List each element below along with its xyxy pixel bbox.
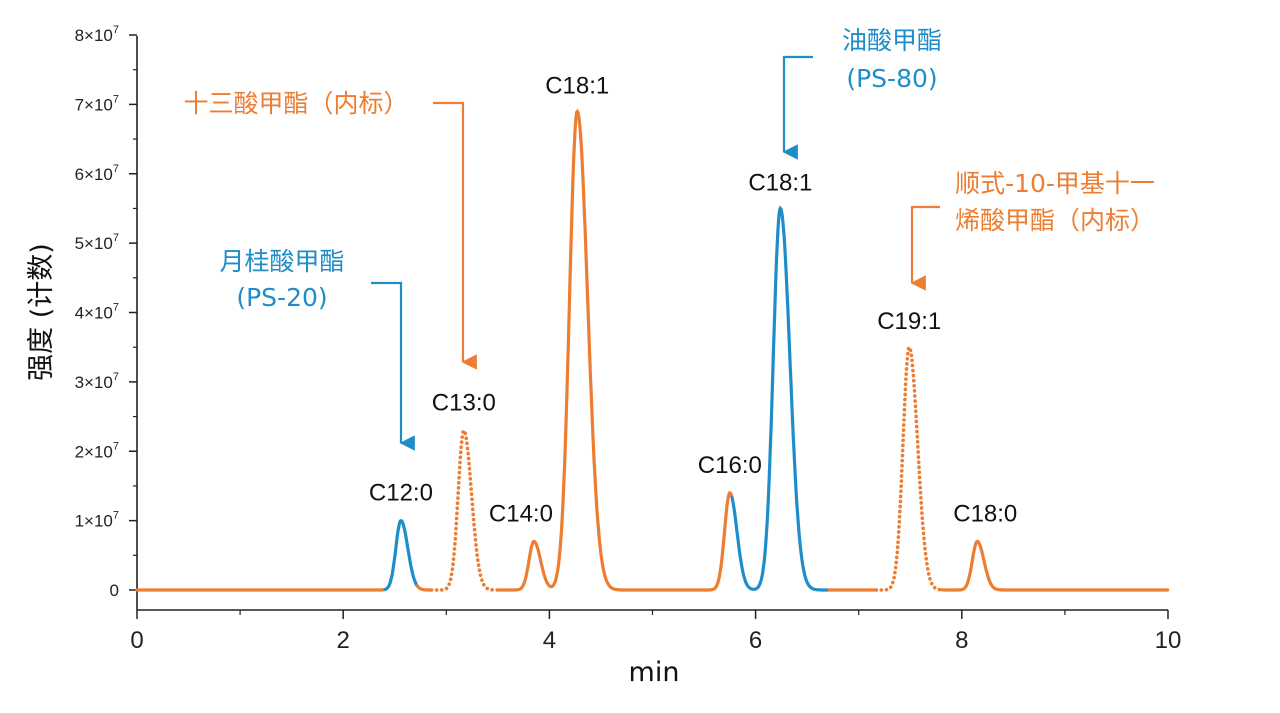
- x-ticks: 0 2 4 6 8 10: [130, 610, 1181, 654]
- annotation-line: (PS-80): [846, 64, 937, 93]
- annotation-line: 油酸甲酯: [842, 26, 942, 55]
- orange-trace-segment: [940, 539, 1170, 592]
- svg-text:油酸甲酯: 油酸甲酯: [842, 26, 942, 55]
- annotation-line: 烯酸甲酯（内标）: [955, 206, 1155, 235]
- peak-label: C13:0: [432, 389, 496, 416]
- orange-trace-segment: [415, 584, 434, 592]
- y-axis: 0 1×107 2×107 3×107 4×107 5×107 6×107 7×107 8×10…: [75, 24, 138, 610]
- orange-trace-segment: [874, 345, 945, 592]
- annotation-arrow: [433, 101, 477, 370]
- peak-label: C12:0: [369, 480, 433, 507]
- y-tick-label: 5×107: [75, 232, 119, 253]
- annotation-arrow: [782, 55, 813, 160]
- y-tick-label: 8×107: [75, 24, 119, 45]
- svg-text:十三酸甲酯（内标）: 十三酸甲酯（内标）: [183, 89, 408, 118]
- annotation-line: 十三酸甲酯（内标）: [183, 89, 408, 118]
- y-tick-label: 7×107: [75, 93, 119, 114]
- svg-text:月桂酸甲酯: 月桂酸甲酯: [219, 247, 344, 276]
- peak-label: C18:1: [748, 169, 812, 196]
- annotation-arrow: [371, 281, 415, 451]
- x-tick-label: 2: [337, 627, 350, 654]
- x-tick-label: 6: [749, 627, 762, 654]
- svg-text:(PS-80): (PS-80): [846, 64, 937, 93]
- peak-labels: C12:0 C13:0 C14:0 C18:1 C16:0 C18:1 C19:1 C18:0: [369, 72, 1017, 527]
- y-axis-title: 强度 (计数): [26, 243, 57, 381]
- annotation-line: 顺式-10-甲基十一: [955, 169, 1155, 198]
- y-tick-label: 1×107: [75, 510, 119, 531]
- svg-text:顺式-10-甲基十一: 顺式-10-甲基十一: [955, 169, 1155, 198]
- blue-trace-segment: [383, 518, 419, 592]
- annotation-ps20: 月桂酸甲酯 (PS-20): [219, 247, 415, 451]
- y-tick-label: 4×107: [75, 302, 119, 323]
- svg-text:(PS-20): (PS-20): [236, 283, 327, 312]
- chromatogram-trace: [135, 108, 1170, 592]
- peak-label: C16:0: [698, 452, 762, 479]
- peak-label: C18:0: [953, 500, 1017, 527]
- y-tick-label: 3×107: [75, 371, 119, 392]
- x-axis: 0 2 4 6 8 10: [130, 609, 1181, 654]
- svg-text:烯酸甲酯（内标）: 烯酸甲酯（内标）: [955, 206, 1155, 235]
- orange-trace-segment: [495, 108, 734, 592]
- annotation-line: 月桂酸甲酯: [219, 247, 344, 276]
- y-tick-label: 6×107: [75, 163, 119, 184]
- x-tick-label: 4: [543, 627, 556, 654]
- blue-trace-segment: [730, 205, 831, 592]
- x-axis-title: min: [629, 657, 680, 688]
- annotation-ps80: 油酸甲酯 (PS-80): [782, 26, 942, 160]
- y-tick-label: 0: [110, 581, 119, 600]
- annotation-arrow: [910, 205, 940, 291]
- x-tick-label: 10: [1155, 627, 1182, 654]
- peak-label: C19:1: [877, 308, 941, 335]
- annotation-c19-internal-standard: 顺式-10-甲基十一 烯酸甲酯（内标）: [910, 169, 1155, 291]
- y-tick-label: 2×107: [75, 440, 119, 461]
- peak-label: C18:1: [545, 72, 609, 99]
- annotation-line: (PS-20): [236, 283, 327, 312]
- orange-trace-segment: [429, 428, 499, 592]
- orange-trace-segment: [135, 587, 387, 592]
- peak-label: C14:0: [489, 500, 553, 527]
- y-ticks: 0 1×107 2×107 3×107 4×107 5×107 6×107 7×107 8×10…: [75, 24, 137, 600]
- x-tick-label: 0: [130, 627, 143, 654]
- annotation-c13-internal-standard: 十三酸甲酯（内标）: [183, 89, 477, 370]
- x-tick-label: 8: [955, 627, 968, 654]
